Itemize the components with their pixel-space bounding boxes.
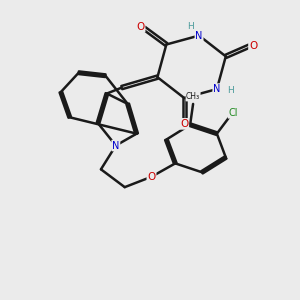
Text: O: O [147, 172, 156, 182]
Text: CH₃: CH₃ [186, 92, 200, 101]
Text: H: H [227, 86, 234, 95]
Text: N: N [213, 84, 220, 94]
Text: O: O [180, 119, 188, 129]
Text: O: O [136, 22, 145, 32]
Text: N: N [195, 31, 203, 40]
Text: Cl: Cl [229, 108, 238, 118]
Text: H: H [187, 22, 194, 31]
Text: N: N [112, 140, 119, 151]
Text: O: O [249, 41, 257, 51]
